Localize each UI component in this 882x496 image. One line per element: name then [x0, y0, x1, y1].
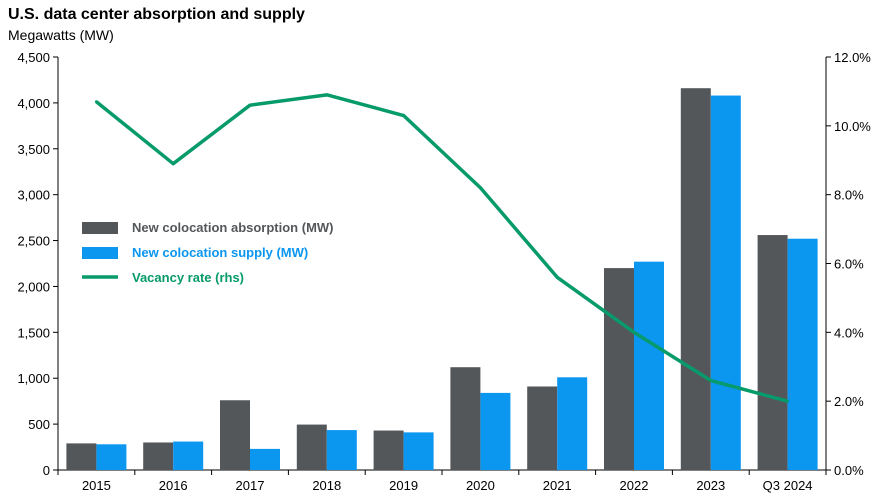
left-axis-tick-label: 4,000 — [17, 96, 50, 111]
legend-label: New colocation supply (MW) — [132, 245, 308, 260]
bar-supply — [403, 432, 434, 470]
left-axis-tick-label: 0 — [43, 463, 50, 478]
left-axis-tick-label: 2,500 — [17, 234, 50, 249]
legend-swatch — [82, 247, 118, 259]
x-axis-tick-label: 2023 — [696, 478, 725, 493]
left-axis-tick-label: 500 — [28, 417, 50, 432]
bar-supply — [250, 448, 280, 470]
chart-subtitle: Megawatts (MW) — [8, 27, 114, 43]
left-axis-tick-label: 3,000 — [17, 188, 50, 203]
x-axis-tick-label: 2016 — [159, 478, 188, 493]
bar-supply — [326, 430, 357, 470]
bar-absorption — [604, 268, 634, 470]
bar-absorption — [680, 88, 711, 471]
bar-absorption — [527, 386, 558, 470]
vacancy-rate-point — [171, 162, 175, 166]
vacancy-rate-point — [325, 93, 329, 97]
x-axis-tick-label: 2022 — [620, 478, 649, 493]
vacancy-rate-point — [786, 399, 790, 403]
x-axis-tick-label: 2017 — [236, 478, 265, 493]
vacancy-rate-line — [95, 93, 789, 403]
vacancy-rate-point — [478, 186, 482, 190]
left-axis-tick-label: 1,000 — [17, 371, 50, 386]
bar-absorption — [373, 430, 404, 470]
x-axis-tick-label: 2021 — [543, 478, 572, 493]
bar-absorption — [66, 443, 97, 470]
bar-absorption — [450, 367, 481, 470]
x-axis-tick-label: 2015 — [82, 478, 111, 493]
bar-absorption — [143, 442, 174, 470]
chart-title: U.S. data center absorption and supply — [8, 6, 305, 23]
vacancy-rate-point — [248, 103, 252, 107]
legend-swatch — [82, 222, 118, 234]
right-axis-tick-label: 6.0% — [834, 257, 864, 272]
x-axis-tick-label: 2019 — [389, 478, 418, 493]
vacancy-rate-point — [402, 114, 406, 118]
bar-supply — [557, 377, 588, 470]
legend-label: Vacancy rate (rhs) — [132, 270, 244, 285]
bar-supply — [173, 441, 204, 470]
left-axis-tick-label: 4,500 — [17, 50, 50, 65]
bar-supply — [710, 95, 741, 471]
vacancy-rate-point — [555, 275, 559, 279]
left-axis-tick-label: 2,000 — [17, 279, 50, 294]
vacancy-rate-point — [94, 100, 98, 104]
x-axis-tick-label: Q3 2024 — [763, 478, 813, 493]
x-axis-tick-label: 2018 — [312, 478, 341, 493]
x-axis-tick-label: 2020 — [466, 478, 495, 493]
bar-supply — [96, 444, 127, 470]
right-axis-tick-label: 2.0% — [834, 394, 864, 409]
right-axis-tick-label: 0.0% — [834, 463, 864, 478]
bar-absorption — [757, 235, 788, 470]
legend-label: New colocation absorption (MW) — [132, 220, 334, 235]
right-axis-tick-label: 8.0% — [834, 188, 864, 203]
right-axis-tick-label: 10.0% — [834, 119, 871, 134]
bar-supply — [787, 238, 818, 470]
right-axis-tick-label: 12.0% — [834, 50, 871, 65]
bar-supply — [480, 392, 511, 470]
vacancy-rate-point — [709, 379, 713, 383]
bar-absorption — [296, 424, 327, 470]
left-axis-tick-label: 3,500 — [17, 142, 50, 157]
vacancy-rate-point — [632, 330, 636, 334]
right-axis-tick-label: 4.0% — [834, 325, 864, 340]
left-axis-tick-label: 1,500 — [17, 325, 50, 340]
bar-supply — [634, 261, 664, 470]
bar-absorption — [220, 400, 250, 470]
